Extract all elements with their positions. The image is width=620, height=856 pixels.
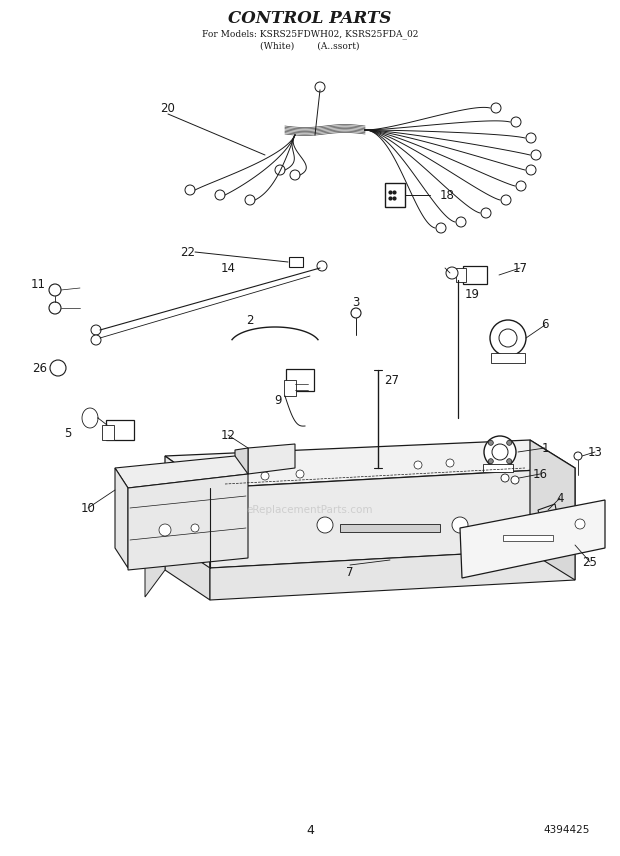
Text: 6: 6 xyxy=(541,318,549,331)
Circle shape xyxy=(215,190,225,200)
Circle shape xyxy=(296,470,304,478)
Polygon shape xyxy=(128,474,248,570)
Text: 9: 9 xyxy=(274,394,281,407)
Text: 25: 25 xyxy=(583,556,598,568)
Text: 3: 3 xyxy=(352,295,360,308)
Text: 18: 18 xyxy=(440,188,454,201)
Polygon shape xyxy=(538,504,558,526)
Polygon shape xyxy=(235,448,248,476)
Text: 1: 1 xyxy=(541,442,549,455)
Circle shape xyxy=(315,82,325,92)
Circle shape xyxy=(511,476,519,484)
Bar xyxy=(503,535,553,541)
Circle shape xyxy=(185,185,195,195)
Circle shape xyxy=(516,181,526,191)
Circle shape xyxy=(531,150,541,160)
Bar xyxy=(102,425,114,439)
Text: 13: 13 xyxy=(588,445,603,459)
Circle shape xyxy=(481,208,491,218)
Circle shape xyxy=(91,335,101,345)
Bar xyxy=(106,420,134,440)
Text: 11: 11 xyxy=(30,278,45,292)
Circle shape xyxy=(484,436,516,468)
Text: 26: 26 xyxy=(32,361,48,375)
Bar xyxy=(284,380,296,396)
Text: CONTROL PARTS: CONTROL PARTS xyxy=(228,9,392,27)
Circle shape xyxy=(456,217,466,227)
Circle shape xyxy=(351,308,361,318)
Text: eReplacementParts.com: eReplacementParts.com xyxy=(247,505,373,515)
Polygon shape xyxy=(165,538,210,600)
Text: 19: 19 xyxy=(464,288,479,301)
Circle shape xyxy=(245,195,255,205)
Circle shape xyxy=(490,320,526,356)
Polygon shape xyxy=(460,500,605,578)
Circle shape xyxy=(507,459,511,464)
Polygon shape xyxy=(530,440,575,548)
Bar xyxy=(289,257,303,267)
Circle shape xyxy=(159,524,171,536)
Polygon shape xyxy=(248,444,295,474)
Text: 4: 4 xyxy=(306,823,314,836)
Circle shape xyxy=(491,103,501,113)
Text: For Models: KSRS25FDWH02, KSRS25FDA_02: For Models: KSRS25FDWH02, KSRS25FDA_02 xyxy=(202,29,418,39)
Circle shape xyxy=(574,452,582,460)
Bar xyxy=(340,524,440,532)
Polygon shape xyxy=(115,456,248,488)
Bar xyxy=(385,183,405,207)
Circle shape xyxy=(290,170,300,180)
Bar xyxy=(463,266,487,284)
Circle shape xyxy=(414,461,422,469)
Circle shape xyxy=(446,459,454,467)
Text: 5: 5 xyxy=(64,426,72,439)
Text: 12: 12 xyxy=(221,429,236,442)
Bar xyxy=(491,353,525,363)
Circle shape xyxy=(507,440,511,445)
Circle shape xyxy=(49,284,61,296)
Circle shape xyxy=(446,267,458,279)
Circle shape xyxy=(526,165,536,175)
Text: 10: 10 xyxy=(81,502,95,514)
Circle shape xyxy=(452,517,468,533)
Circle shape xyxy=(261,472,269,480)
Circle shape xyxy=(511,117,521,127)
Circle shape xyxy=(526,133,536,143)
Circle shape xyxy=(501,474,509,482)
Text: (White)        (A..ssort): (White) (A..ssort) xyxy=(260,41,360,51)
Circle shape xyxy=(91,325,101,335)
Circle shape xyxy=(436,223,446,233)
Polygon shape xyxy=(210,468,575,568)
Circle shape xyxy=(49,302,61,314)
Circle shape xyxy=(317,517,333,533)
Text: 4394425: 4394425 xyxy=(544,825,590,835)
Text: 2: 2 xyxy=(246,313,254,326)
Bar xyxy=(286,369,314,391)
Text: 20: 20 xyxy=(161,102,175,115)
Text: 7: 7 xyxy=(346,566,354,579)
Polygon shape xyxy=(165,456,210,570)
Text: 17: 17 xyxy=(513,261,528,275)
Circle shape xyxy=(317,261,327,271)
Polygon shape xyxy=(210,548,575,600)
Text: 14: 14 xyxy=(221,261,236,275)
Circle shape xyxy=(275,165,285,175)
Circle shape xyxy=(191,524,199,532)
Text: 22: 22 xyxy=(180,246,195,259)
Circle shape xyxy=(492,444,508,460)
Circle shape xyxy=(575,519,585,529)
Text: 27: 27 xyxy=(384,373,399,387)
Circle shape xyxy=(499,329,517,347)
Bar xyxy=(483,464,513,472)
Polygon shape xyxy=(145,538,165,597)
Polygon shape xyxy=(115,468,128,568)
Text: 4: 4 xyxy=(556,491,564,504)
Circle shape xyxy=(501,195,511,205)
Bar xyxy=(456,268,466,282)
Polygon shape xyxy=(530,520,575,580)
Text: 16: 16 xyxy=(533,467,547,480)
Circle shape xyxy=(489,440,494,445)
Circle shape xyxy=(489,459,494,464)
Circle shape xyxy=(50,360,66,376)
Polygon shape xyxy=(165,440,575,488)
